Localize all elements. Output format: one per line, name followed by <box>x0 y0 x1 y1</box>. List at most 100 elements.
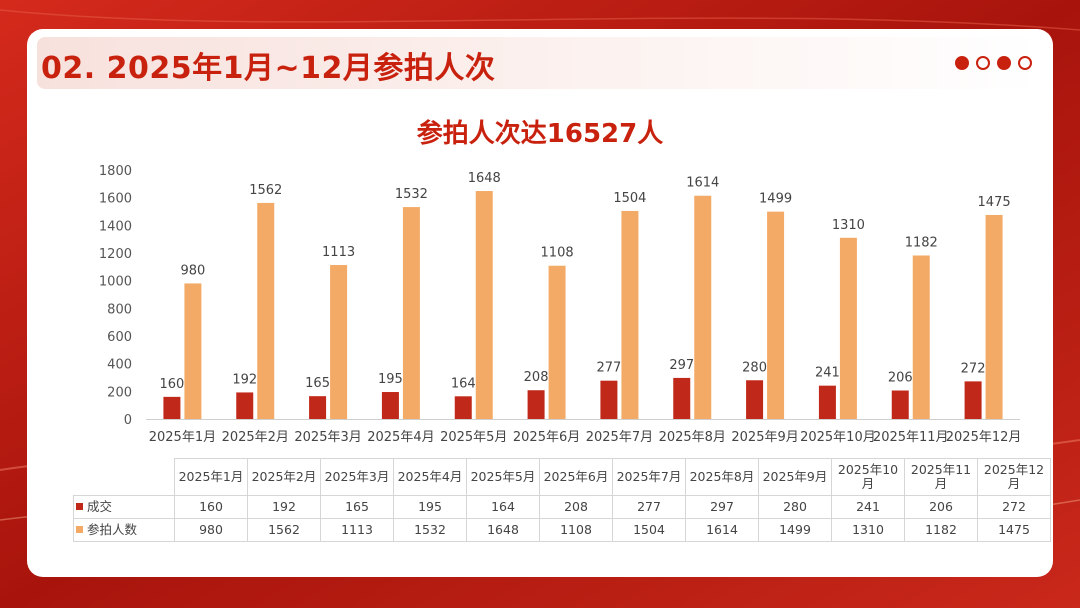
table-row-label-deal: 成交 <box>73 495 175 519</box>
table-header-cell: 2025年6月 <box>539 458 613 496</box>
y-tick-label: 600 <box>107 330 132 345</box>
table-cell: 272 <box>977 495 1051 519</box>
x-tick-label: 2025年5月 <box>440 430 507 445</box>
data-label: 192 <box>232 372 257 387</box>
x-tick-label: 2025年12月 <box>946 430 1022 445</box>
bar <box>309 396 327 419</box>
y-tick-label: 1400 <box>99 219 132 234</box>
table-row-deal: 成交 160 192 165 195 164 208 277 297 280 241 206 272 <box>73 495 1051 519</box>
table-row-label-participants: 参拍人数 <box>73 518 175 542</box>
data-label: 241 <box>815 366 840 381</box>
y-tick-label: 1600 <box>99 192 132 207</box>
table-header-row: 2025年1月 2025年2月 2025年3月 2025年4月 2025年5月 2025年… <box>74 458 1051 496</box>
table-cell: 1182 <box>904 518 978 542</box>
table-cell: 1108 <box>539 518 613 542</box>
bar <box>891 390 909 419</box>
table-cell: 980 <box>174 518 248 542</box>
table-cell: 1532 <box>393 518 467 542</box>
bar <box>184 283 202 419</box>
table-header-cell: 2025年4月 <box>393 458 467 496</box>
bar <box>163 396 181 419</box>
bar <box>818 385 836 419</box>
y-tick-label: 800 <box>107 302 132 317</box>
page-dot-4[interactable] <box>1018 56 1032 70</box>
x-tick-label: 2025年2月 <box>222 430 289 445</box>
data-label: 165 <box>305 376 330 391</box>
table-cell: 1310 <box>831 518 905 542</box>
bar <box>912 255 930 419</box>
bar <box>454 396 472 419</box>
table-cell: 192 <box>247 495 321 519</box>
bar <box>475 191 493 419</box>
x-tick-label: 2025年11月 <box>873 430 949 445</box>
table-cell: 164 <box>466 495 540 519</box>
table-cell: 241 <box>831 495 905 519</box>
y-tick-label: 200 <box>107 385 132 400</box>
page-indicator <box>955 56 1039 70</box>
bar <box>236 392 254 419</box>
table-header-cell: 2025年5月 <box>466 458 540 496</box>
bar <box>257 202 275 419</box>
bar-chart: 0 200 400 600 800 1000 1200 1400 1600 1800 160 980 2… <box>99 164 1022 445</box>
table-header-cell: 2025年12月 <box>977 458 1051 496</box>
y-tick-label: 0 <box>124 413 132 428</box>
table-cell: 160 <box>174 495 248 519</box>
table-cell: 195 <box>393 495 467 519</box>
data-label: 1182 <box>905 235 938 250</box>
bar <box>527 390 545 419</box>
table-cell: 1113 <box>320 518 394 542</box>
data-label: 1499 <box>759 192 792 207</box>
table-cell: 280 <box>758 495 832 519</box>
legend-swatch-participants <box>76 526 83 533</box>
data-label: 208 <box>524 370 549 385</box>
y-tick-label: 1000 <box>99 275 132 290</box>
data-label: 277 <box>597 361 622 376</box>
table-corner <box>74 459 175 496</box>
table-cell: 165 <box>320 495 394 519</box>
bar <box>694 195 712 419</box>
table-cell: 1562 <box>247 518 321 542</box>
bar <box>621 210 639 419</box>
table-cell: 1499 <box>758 518 832 542</box>
data-label: 1310 <box>832 218 865 233</box>
data-table: 2025年1月 2025年2月 2025年3月 2025年4月 2025年5月 2025年… <box>73 458 1051 542</box>
data-label: 195 <box>378 372 403 387</box>
table-header-cell: 2025年2月 <box>247 458 321 496</box>
table-cell: 208 <box>539 495 613 519</box>
data-label: 160 <box>160 377 185 392</box>
x-tick-label: 2025年6月 <box>513 430 580 445</box>
data-label: 297 <box>669 358 694 373</box>
data-label: 1108 <box>541 246 574 261</box>
x-tick-label: 2025年4月 <box>367 430 434 445</box>
data-label: 1562 <box>249 183 282 198</box>
table-cell: 1614 <box>685 518 759 542</box>
data-label: 1475 <box>978 195 1011 210</box>
y-tick-label: 400 <box>107 358 132 373</box>
table-cell: 1648 <box>466 518 540 542</box>
data-label: 1504 <box>613 191 646 206</box>
table-header-cell: 2025年1月 <box>174 458 248 496</box>
legend-label-deal: 成交 <box>87 499 113 514</box>
x-tick-label: 2025年8月 <box>659 430 726 445</box>
table-cell: 206 <box>904 495 978 519</box>
table-header-cell: 2025年10 月 <box>831 458 905 496</box>
x-tick-label: 2025年1月 <box>149 430 216 445</box>
data-label: 1614 <box>686 176 719 191</box>
bar <box>600 380 618 419</box>
table-header-cell: 2025年3月 <box>320 458 394 496</box>
bar <box>402 207 420 419</box>
page-dot-2[interactable] <box>976 56 990 70</box>
data-label: 1648 <box>468 171 501 186</box>
table-header-cell: 2025年11月 <box>904 458 978 496</box>
bar <box>548 265 566 419</box>
content-card: 02. 2025年1月~12月参拍人次 参拍人次达16527人 0 200 400 6… <box>27 29 1053 577</box>
legend-swatch-deal <box>76 503 83 510</box>
data-label: 272 <box>961 361 986 376</box>
bar <box>330 265 348 419</box>
data-label: 1113 <box>322 245 355 260</box>
data-label: 164 <box>451 376 476 391</box>
page-dot-3[interactable] <box>997 56 1011 70</box>
bar <box>964 381 982 419</box>
page-dot-1[interactable] <box>955 56 969 70</box>
legend-label-participants: 参拍人数 <box>87 522 138 537</box>
